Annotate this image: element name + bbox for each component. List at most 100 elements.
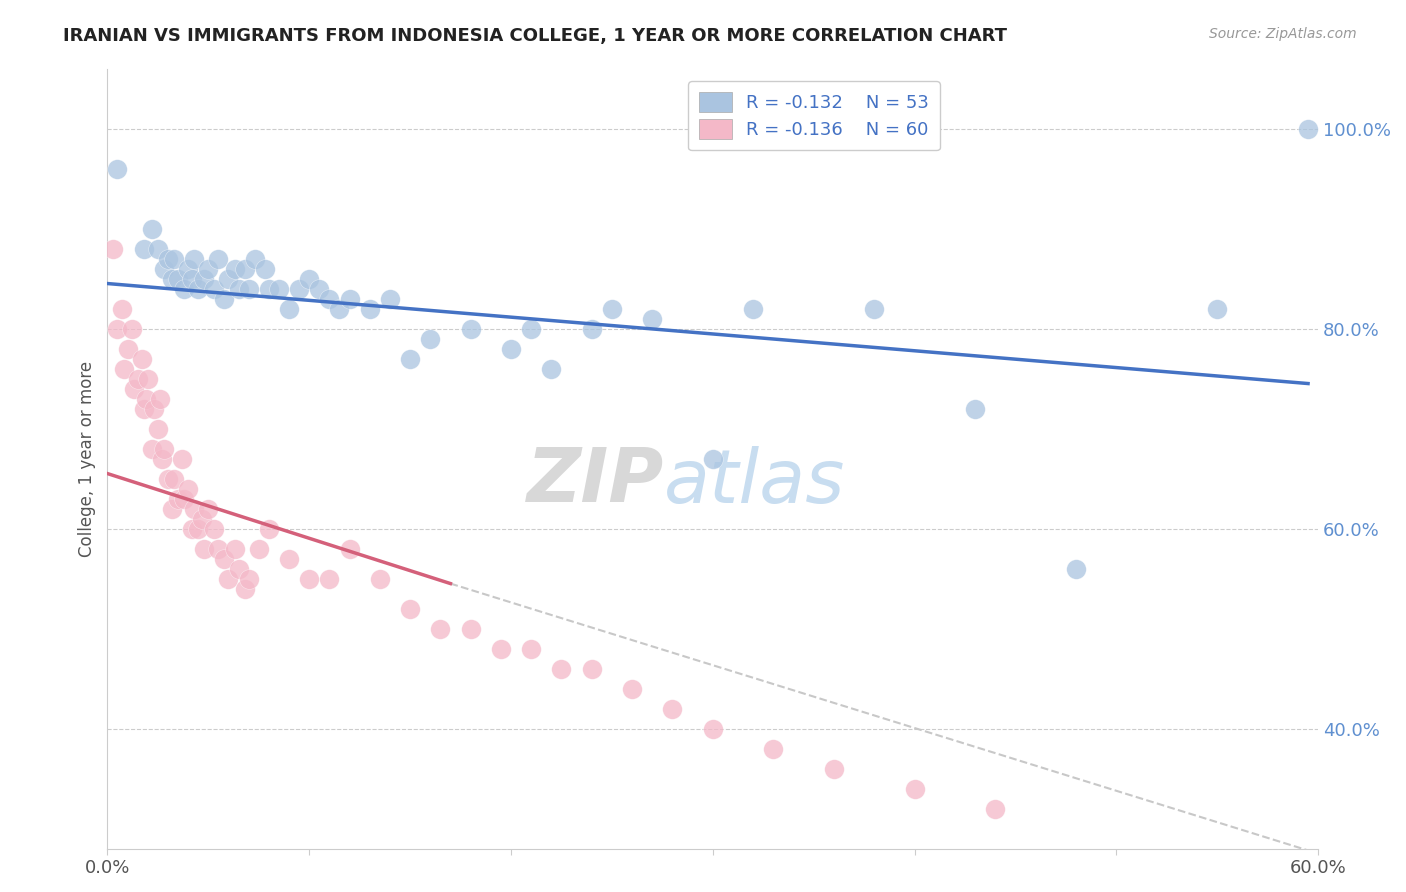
- Point: [167, 271, 190, 285]
- Point: [233, 261, 256, 276]
- Text: ZIP: ZIP: [527, 445, 664, 518]
- Point: [661, 701, 683, 715]
- Point: [191, 511, 214, 525]
- Point: [308, 281, 330, 295]
- Point: [540, 361, 562, 376]
- Point: [600, 301, 623, 316]
- Point: [419, 332, 441, 346]
- Point: [257, 281, 280, 295]
- Point: [163, 252, 186, 266]
- Point: [399, 601, 422, 615]
- Point: [298, 572, 321, 586]
- Point: [156, 252, 179, 266]
- Point: [181, 522, 204, 536]
- Point: [762, 741, 785, 756]
- Point: [550, 662, 572, 676]
- Point: [378, 292, 401, 306]
- Point: [156, 471, 179, 485]
- Point: [141, 442, 163, 456]
- Point: [107, 161, 129, 176]
- Point: [965, 401, 987, 416]
- Point: [160, 271, 183, 285]
- Text: Source: ZipAtlas.com: Source: ZipAtlas.com: [1209, 27, 1357, 41]
- Text: atlas: atlas: [664, 446, 845, 518]
- Point: [141, 221, 163, 235]
- Point: [187, 522, 209, 536]
- Point: [146, 421, 169, 435]
- Point: [238, 281, 260, 295]
- Point: [122, 382, 145, 396]
- Point: [823, 762, 845, 776]
- Point: [160, 501, 183, 516]
- Point: [233, 582, 256, 596]
- Point: [197, 261, 219, 276]
- Point: [253, 261, 276, 276]
- Point: [183, 252, 205, 266]
- Point: [153, 442, 176, 456]
- Point: [224, 541, 246, 556]
- Point: [127, 371, 149, 385]
- Legend: R = -0.132    N = 53, R = -0.136    N = 60: R = -0.132 N = 53, R = -0.136 N = 60: [689, 81, 939, 150]
- Point: [177, 482, 200, 496]
- Point: [581, 321, 603, 335]
- Point: [132, 401, 155, 416]
- Point: [399, 351, 422, 366]
- Point: [359, 301, 381, 316]
- Point: [903, 781, 925, 796]
- Point: [193, 541, 215, 556]
- Point: [135, 392, 157, 406]
- Point: [163, 471, 186, 485]
- Point: [238, 572, 260, 586]
- Point: [863, 301, 886, 316]
- Point: [298, 271, 321, 285]
- Point: [132, 242, 155, 256]
- Point: [103, 242, 125, 256]
- Point: [368, 572, 391, 586]
- Point: [339, 292, 361, 306]
- Point: [214, 292, 236, 306]
- Point: [257, 522, 280, 536]
- Point: [193, 271, 215, 285]
- Point: [460, 321, 482, 335]
- Point: [702, 722, 724, 736]
- Point: [641, 311, 664, 326]
- Point: [207, 252, 229, 266]
- Point: [150, 451, 173, 466]
- Point: [207, 541, 229, 556]
- Point: [621, 681, 644, 696]
- Point: [217, 271, 239, 285]
- Point: [228, 561, 250, 575]
- Point: [110, 301, 132, 316]
- Y-axis label: College, 1 year or more: College, 1 year or more: [79, 360, 96, 557]
- Point: [1206, 301, 1229, 316]
- Point: [142, 401, 165, 416]
- Point: [499, 342, 522, 356]
- Point: [167, 491, 190, 506]
- Point: [267, 281, 290, 295]
- Point: [278, 551, 301, 566]
- Point: [228, 281, 250, 295]
- Text: IRANIAN VS IMMIGRANTS FROM INDONESIA COLLEGE, 1 YEAR OR MORE CORRELATION CHART: IRANIAN VS IMMIGRANTS FROM INDONESIA COL…: [63, 27, 1007, 45]
- Point: [183, 501, 205, 516]
- Point: [117, 342, 139, 356]
- Point: [146, 242, 169, 256]
- Point: [149, 392, 172, 406]
- Point: [742, 301, 765, 316]
- Point: [318, 292, 340, 306]
- Point: [460, 622, 482, 636]
- Point: [112, 361, 135, 376]
- Point: [170, 451, 193, 466]
- Point: [520, 641, 543, 656]
- Point: [984, 801, 1007, 815]
- Point: [288, 281, 311, 295]
- Point: [581, 662, 603, 676]
- Point: [107, 321, 129, 335]
- Point: [243, 252, 266, 266]
- Point: [328, 301, 350, 316]
- Point: [489, 641, 512, 656]
- Point: [121, 321, 143, 335]
- Point: [177, 261, 200, 276]
- Point: [202, 522, 225, 536]
- Point: [202, 281, 225, 295]
- Point: [429, 622, 451, 636]
